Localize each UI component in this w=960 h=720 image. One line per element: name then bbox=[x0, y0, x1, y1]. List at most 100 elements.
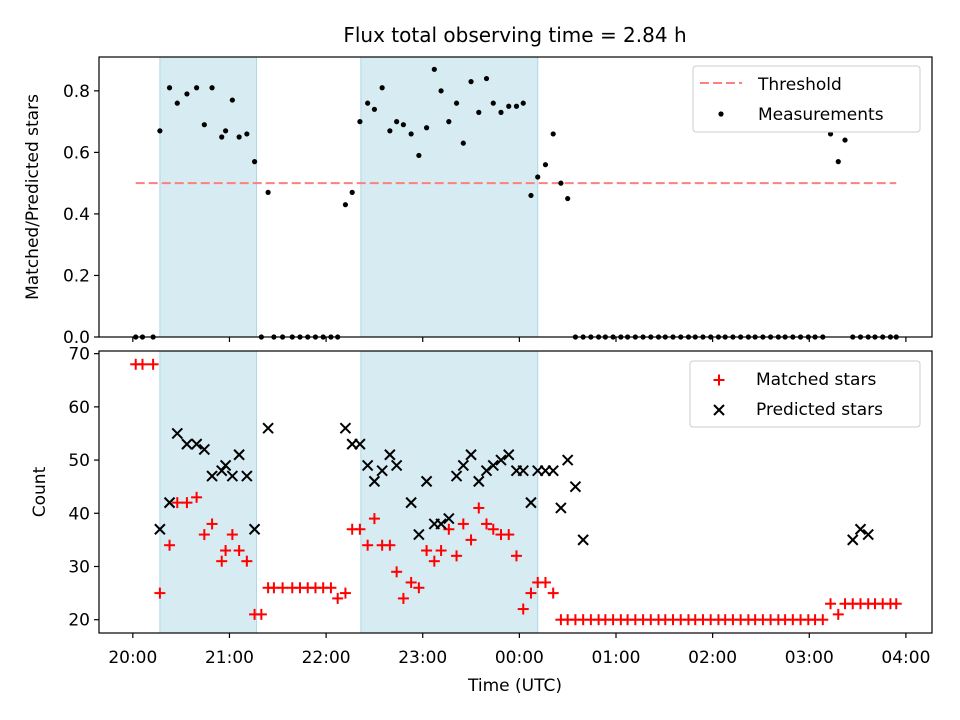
predicted-star-marker bbox=[561, 454, 574, 466]
matched-star-marker bbox=[171, 497, 183, 509]
measurement-point bbox=[174, 100, 180, 106]
measurement-point bbox=[236, 134, 242, 140]
matched-star-marker bbox=[510, 550, 522, 562]
bottom-panel: 20 30 40 50 60 70 20:00 21:00 22:00 23:00 00:00 01… bbox=[30, 345, 933, 696]
predicted-star-marker bbox=[368, 475, 381, 488]
measurement-point bbox=[558, 180, 564, 186]
predicted-star-marker bbox=[525, 496, 537, 509]
predicted-star-marker bbox=[219, 459, 232, 472]
matched-star-marker bbox=[547, 587, 559, 599]
observing-window-span bbox=[159, 56, 258, 338]
chart-title: Flux total observing time = 2.84 h bbox=[343, 23, 686, 47]
predicted-star-marker bbox=[569, 480, 582, 493]
legend-x-marker bbox=[713, 404, 725, 416]
matched-star-marker bbox=[890, 598, 902, 610]
y-tick-label: 70 bbox=[68, 345, 90, 365]
legend-predicted-swatch bbox=[713, 404, 725, 416]
y-tick-label: 0.4 bbox=[63, 205, 90, 225]
predicted-star-marker bbox=[577, 534, 589, 546]
matched-star-marker bbox=[391, 566, 403, 578]
measurement-point bbox=[157, 128, 163, 134]
matched-star-marker bbox=[503, 529, 515, 541]
matched-star-marker bbox=[384, 539, 396, 551]
measurement-point bbox=[194, 85, 200, 91]
measurement-point bbox=[446, 119, 452, 125]
measurement-point bbox=[468, 79, 474, 85]
measurement-point bbox=[520, 100, 526, 106]
measurement-point bbox=[219, 134, 225, 140]
matched-star-marker bbox=[405, 576, 417, 588]
measurement-point bbox=[842, 137, 848, 143]
predicted-star-marker bbox=[233, 449, 245, 461]
predicted-star-marker bbox=[384, 449, 396, 461]
y-tick-label: 0.8 bbox=[63, 82, 90, 102]
matched-star-marker bbox=[233, 545, 245, 557]
predicted-star-marker bbox=[503, 449, 515, 461]
bottom-legend-box bbox=[689, 360, 921, 428]
y-tick-label: 30 bbox=[68, 557, 90, 577]
matched-star-marker bbox=[226, 529, 238, 541]
matched-star-marker bbox=[473, 502, 485, 514]
predicted-star-marker bbox=[435, 518, 447, 530]
measurement-point bbox=[342, 202, 349, 208]
predicted-star-marker bbox=[547, 465, 559, 477]
legend-measurements-swatch bbox=[718, 111, 724, 117]
measurement-point bbox=[453, 100, 460, 106]
top-y-axis-label: Matched/Predicted stars bbox=[23, 94, 43, 300]
legend-matched-label: Matched stars bbox=[756, 370, 876, 390]
predicted-star-marker bbox=[465, 449, 477, 461]
matched-star-marker bbox=[147, 358, 159, 370]
measurement-point bbox=[550, 131, 556, 137]
matched-star-marker bbox=[435, 545, 447, 557]
predicted-star-marker bbox=[198, 443, 211, 456]
legend-matched-swatch bbox=[713, 374, 725, 386]
top-legend: Threshold Measurements bbox=[692, 65, 921, 133]
top-y-axis-ticks: 0.0 0.2 0.4 0.6 0.8 bbox=[63, 82, 99, 348]
measurement-point bbox=[498, 109, 504, 115]
matched-star-marker bbox=[154, 587, 166, 599]
predicted-star-marker bbox=[339, 422, 352, 434]
matched-star-marker bbox=[136, 358, 148, 370]
matched-star-marker bbox=[517, 603, 529, 615]
legend-predicted-label: Predicted stars bbox=[756, 400, 883, 420]
matched-star-marker bbox=[255, 608, 267, 620]
predicted-star-marker bbox=[354, 438, 366, 450]
legend-threshold-label: Threshold bbox=[757, 75, 842, 95]
bottom-y-axis-label: Count bbox=[30, 466, 50, 517]
measurement-point bbox=[528, 192, 534, 199]
x-tick-label: 04:00 bbox=[881, 648, 930, 668]
measurement-point bbox=[184, 91, 190, 97]
measurement-point bbox=[201, 122, 207, 128]
matched-star-marker bbox=[428, 555, 440, 567]
x-tick-label: 22:00 bbox=[302, 648, 351, 668]
x-tick-label: 20:00 bbox=[108, 648, 157, 668]
x-tick-label: 00:00 bbox=[495, 648, 544, 668]
matched-star-marker bbox=[164, 539, 176, 551]
matched-star-marker bbox=[421, 545, 433, 557]
matched-star-marker bbox=[487, 523, 499, 535]
top-legend-box bbox=[692, 65, 921, 133]
matched-star-marker bbox=[451, 550, 463, 562]
matched-star-marker bbox=[397, 592, 409, 604]
matched-star-marker bbox=[332, 592, 344, 604]
predicted-star-marker bbox=[443, 512, 455, 525]
measurement-point bbox=[827, 131, 834, 137]
matched-star-marker bbox=[457, 518, 469, 530]
predicted-star-marker bbox=[480, 465, 493, 477]
matched-star-marker bbox=[362, 539, 374, 551]
predicted-star-marker bbox=[206, 470, 218, 482]
predicted-star-marker bbox=[376, 465, 388, 477]
matched-star-marker bbox=[325, 582, 337, 594]
predicted-star-marker bbox=[487, 459, 499, 472]
matched-star-marker bbox=[368, 513, 380, 525]
measurement-point bbox=[365, 100, 371, 106]
predicted-star-marker bbox=[181, 438, 193, 450]
measurement-point bbox=[476, 109, 482, 115]
measurement-point bbox=[438, 88, 444, 94]
bottom-x-axis-ticks: 20:00 21:00 22:00 23:00 00:00 01:00 02:00 03:00… bbox=[108, 633, 930, 668]
predicted-star-marker bbox=[495, 454, 507, 466]
bottom-axes-frame bbox=[98, 350, 933, 634]
predicted-star-marker bbox=[847, 534, 859, 546]
matched-star-marker bbox=[825, 598, 837, 610]
measurement-point bbox=[209, 85, 215, 91]
